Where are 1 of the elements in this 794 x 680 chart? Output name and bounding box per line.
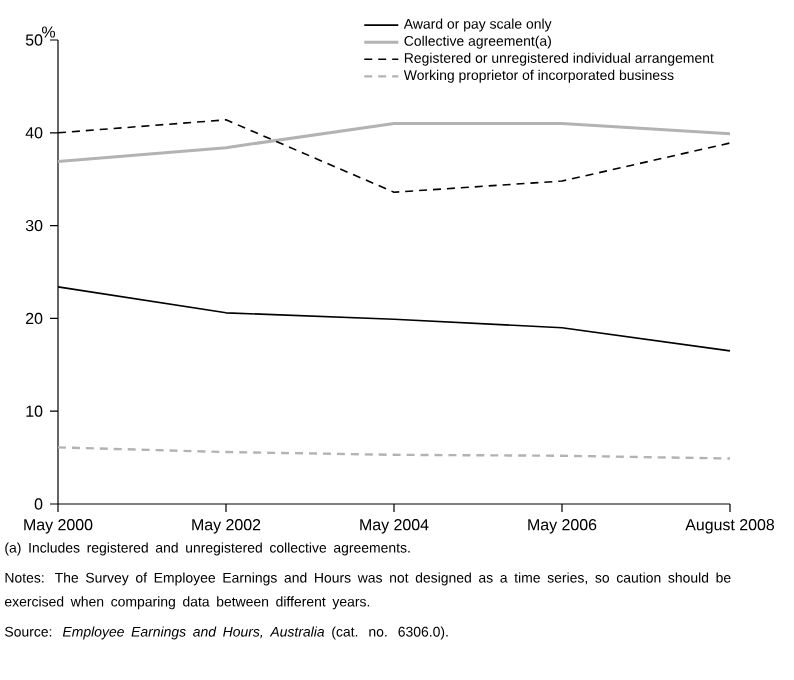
line-series <box>56 122 732 164</box>
